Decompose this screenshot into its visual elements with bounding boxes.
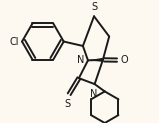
Text: O: O <box>121 55 128 65</box>
Text: N: N <box>77 55 85 65</box>
Text: Cl: Cl <box>9 37 19 46</box>
Text: N: N <box>90 89 98 99</box>
Polygon shape <box>88 58 103 62</box>
Text: S: S <box>91 2 97 12</box>
Text: S: S <box>64 99 70 109</box>
